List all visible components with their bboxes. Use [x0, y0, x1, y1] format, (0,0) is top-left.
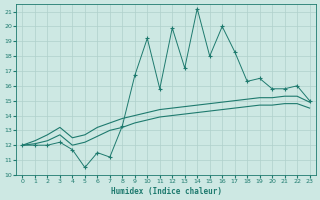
- X-axis label: Humidex (Indice chaleur): Humidex (Indice chaleur): [110, 187, 221, 196]
